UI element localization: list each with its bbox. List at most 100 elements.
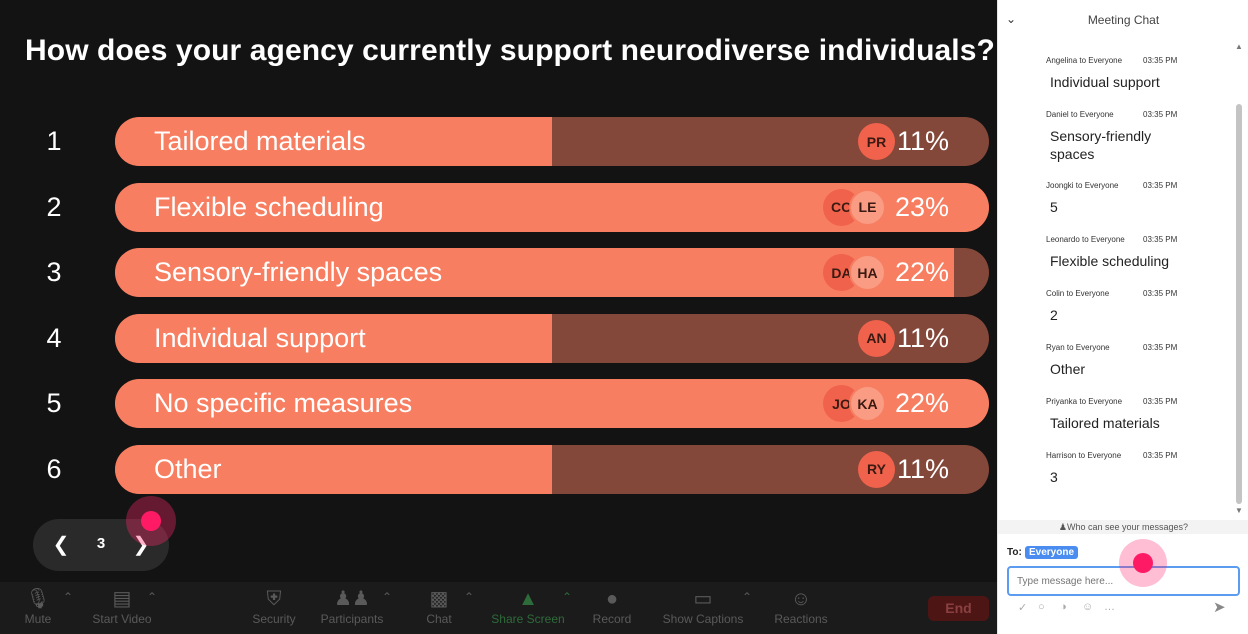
message-timestamp: 03:35 PM xyxy=(1143,56,1178,65)
message-text: 2 xyxy=(1050,307,1058,323)
poll-option-percent: 11% xyxy=(896,322,949,353)
send-icon[interactable]: ➤ xyxy=(1213,599,1226,616)
chevron-up-icon[interactable]: ⌃ xyxy=(63,590,74,604)
chevron-right-icon[interactable]: ❯ xyxy=(132,534,150,556)
format-text-icon[interactable]: ✓ xyxy=(1018,602,1028,614)
message-timestamp: 03:35 PM xyxy=(1143,343,1178,352)
chat-scrollbar[interactable]: ▲ ▼ xyxy=(1235,42,1243,520)
message-sender: Joongki to Everyone xyxy=(1046,181,1119,190)
chat-message: Leonardo to Everyone 03:35 PM Flexible sch… xyxy=(1046,235,1226,270)
poll-option-number: 6 xyxy=(46,453,62,484)
start-video-label: Start Video xyxy=(92,612,152,626)
chevron-down-icon[interactable]: ⌄ xyxy=(1006,12,1017,26)
meeting-chat-panel: ⌄ Meeting Chat Angelina to Everyone 03:35… xyxy=(997,0,1248,634)
end-meeting-button[interactable]: End xyxy=(928,596,989,621)
chat-message: Joongki to Everyone 03:35 PM 5 xyxy=(1046,181,1226,216)
more-icon[interactable]: … xyxy=(1104,601,1115,613)
poll-option-label: No specific measures xyxy=(154,388,413,418)
participants-icon: ♟♟ xyxy=(334,588,370,610)
emoji-icon[interactable]: ☺ xyxy=(1082,601,1094,613)
message-sender: Leonardo to Everyone xyxy=(1046,235,1125,244)
show-captions-label: Show Captions xyxy=(662,612,744,626)
mute-label: Mute xyxy=(24,612,52,626)
file-icon[interactable]: ◑ xyxy=(1060,601,1067,613)
poll-option-label: Other xyxy=(154,453,222,484)
poll-option-percent: 22% xyxy=(894,257,949,287)
message-text: Tailored materials xyxy=(1050,415,1160,431)
screenshot-icon[interactable]: ○ xyxy=(1038,601,1045,613)
poll-option-fill xyxy=(115,313,552,363)
scroll-thumb[interactable] xyxy=(1236,104,1242,504)
chevron-up-icon[interactable]: ⌃ xyxy=(464,590,475,604)
chevron-up-icon[interactable]: ⌃ xyxy=(147,590,158,604)
who-can-see-link[interactable]: ♟Who can see your messages? xyxy=(998,520,1248,534)
chat-message: Ryan to Everyone 03:35 PM Other xyxy=(1046,343,1226,378)
poll-option-label: Tailored materials xyxy=(154,126,366,156)
start-video-button[interactable]: ▤ Start Video xyxy=(89,586,155,626)
poll-option-bar: Other RY 11% xyxy=(115,444,989,494)
captions-icon: ▭ xyxy=(693,588,713,610)
voter-avatar: HA xyxy=(849,254,886,291)
chat-message-list: Angelina to Everyone 03:35 PM Individual s… xyxy=(998,50,1233,520)
chevron-up-icon[interactable]: ⌃ xyxy=(382,590,393,604)
poll-option-fill xyxy=(115,117,552,166)
emoji-plus-icon: ☺ xyxy=(790,588,812,610)
poll-option-bar: Sensory-friendly spaces DA HA 22% xyxy=(115,248,989,297)
poll-option-number: 3 xyxy=(46,257,62,287)
mute-button[interactable]: 🎙 Mute xyxy=(22,586,54,626)
pointer-indicator xyxy=(126,496,176,546)
poll-option-label: Individual support xyxy=(154,322,366,353)
chevron-up-icon[interactable]: ⌃ xyxy=(562,590,573,604)
video-off-icon: ▤ xyxy=(112,588,132,610)
poll-option-number: 5 xyxy=(46,388,62,418)
security-button[interactable]: ⛨ Security xyxy=(250,586,298,626)
show-captions-button[interactable]: ▭ Show Captions xyxy=(658,586,748,626)
message-sender: Colin to Everyone xyxy=(1046,289,1110,298)
chat-message: Angelina to Everyone 03:35 PM Individual s… xyxy=(1046,56,1226,91)
chevron-left-icon[interactable]: ❮ xyxy=(52,534,70,556)
message-sender: Priyanka to Everyone xyxy=(1046,397,1123,406)
scroll-down-icon[interactable]: ▼ xyxy=(1235,506,1243,515)
voter-avatar: PR xyxy=(858,123,895,160)
voter-avatar: LE xyxy=(849,188,886,226)
message-sender: Daniel to Everyone xyxy=(1046,110,1114,119)
message-timestamp: 03:35 PM xyxy=(1143,181,1178,190)
voter-avatar: KA xyxy=(849,385,886,422)
chat-message: Daniel to Everyone 03:35 PM Sensory-friend… xyxy=(1046,110,1226,163)
reactions-button[interactable]: ☺ Reactions xyxy=(772,586,830,626)
record-button[interactable]: ● Record xyxy=(590,586,634,626)
message-text: Individual support xyxy=(1050,74,1160,90)
message-timestamp: 03:35 PM xyxy=(1143,451,1178,460)
poll-option-label: Sensory-friendly spaces xyxy=(154,257,443,287)
record-label: Record xyxy=(592,612,632,626)
message-text: 3 xyxy=(1050,469,1058,485)
poll-option-fill xyxy=(115,444,552,494)
scroll-up-icon[interactable]: ▲ xyxy=(1235,42,1243,51)
shield-icon: ⛨ xyxy=(266,588,282,610)
message-timestamp: 03:35 PM xyxy=(1143,289,1178,298)
poll-question-title: How does your agency currently support n… xyxy=(25,34,995,67)
microphone-icon: 🎙 xyxy=(25,588,51,610)
message-sender: Harrison to Everyone xyxy=(1046,451,1122,460)
chevron-up-icon[interactable]: ⌃ xyxy=(742,590,753,604)
poll-option-percent: 23% xyxy=(894,191,949,222)
poll-option-number: 4 xyxy=(46,322,62,353)
chat-message: Harrison to Everyone 03:35 PM 3 xyxy=(1046,451,1226,486)
poll-results-stage: How does your agency currently support n… xyxy=(0,0,997,634)
poll-option-number: 1 xyxy=(46,126,62,156)
participants-button[interactable]: ♟♟ Participants xyxy=(317,586,387,626)
message-sender: Ryan to Everyone xyxy=(1046,343,1110,352)
who-can-see-label: Who can see your messages? xyxy=(1067,522,1189,532)
chat-title: Meeting Chat xyxy=(1087,13,1160,27)
reactions-label: Reactions xyxy=(774,612,828,626)
poll-option-percent: 11% xyxy=(896,126,949,156)
share-screen-button[interactable]: ▲ Share Screen xyxy=(488,586,568,626)
recipient-selector[interactable]: Everyone xyxy=(1025,546,1079,559)
chat-button[interactable]: ▩ Chat xyxy=(423,586,455,626)
message-timestamp: 03:35 PM xyxy=(1143,235,1178,244)
poll-option-fill xyxy=(115,248,955,297)
message-text: Sensory-friendly spaces xyxy=(1050,128,1152,162)
poll-option-bar: Flexible scheduling CO LE 23% xyxy=(115,182,989,232)
chat-message-input[interactable] xyxy=(1007,566,1240,596)
